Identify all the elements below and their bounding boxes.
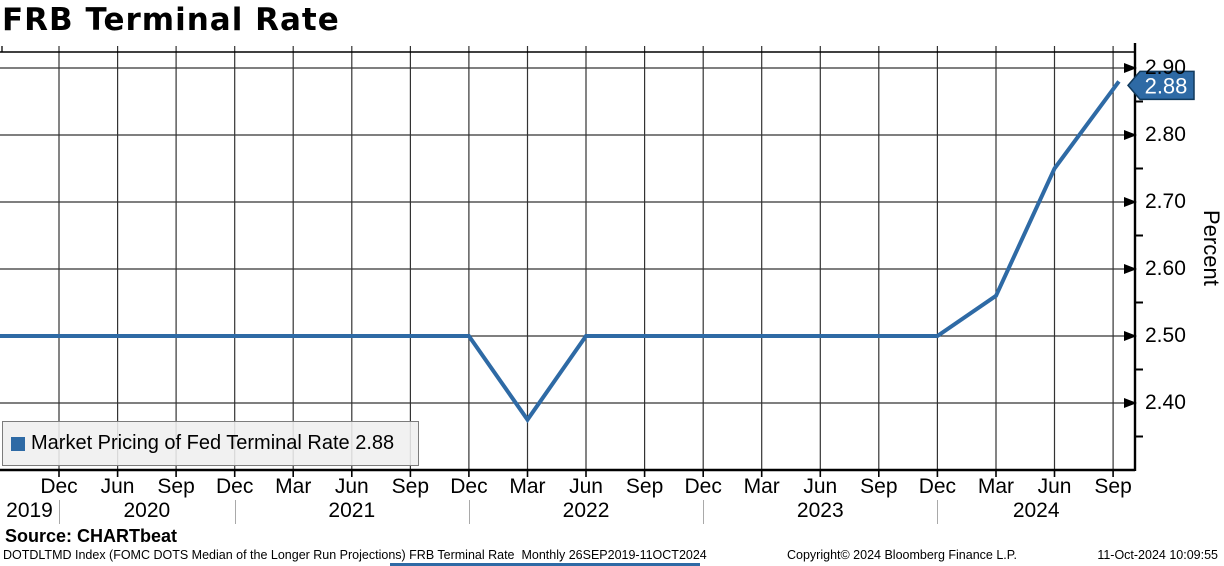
x-axis-month-label: Sep bbox=[1094, 475, 1132, 498]
x-axis-year-label: 2022 bbox=[562, 499, 610, 522]
x-axis-month-label: Jun bbox=[334, 475, 369, 498]
year-separator bbox=[234, 500, 236, 524]
x-axis-month-label: Dec bbox=[40, 475, 78, 498]
x-axis-month-label: Dec bbox=[918, 475, 957, 498]
x-axis-month-label: Mar bbox=[977, 475, 1015, 498]
y-axis-tick-label: 2.40 bbox=[1145, 391, 1186, 414]
footer-timestamp: 11-Oct-2024 10:09:55 bbox=[1097, 548, 1218, 562]
x-axis-month-label: Sep bbox=[157, 475, 195, 498]
bottom-edge-artifact bbox=[390, 563, 700, 566]
footer: DOTDLTMD Index (FOMC DOTS Median of the … bbox=[0, 548, 1224, 564]
x-axis-month-label: Sep bbox=[625, 475, 664, 498]
y-axis-title: Percent bbox=[1199, 210, 1224, 286]
x-axis-month-label: Jun bbox=[569, 475, 603, 498]
legend[interactable]: Market Pricing of Fed Terminal Rate 2.88 bbox=[2, 421, 419, 466]
y-axis-tick-label: 2.60 bbox=[1145, 257, 1186, 280]
legend-series-swatch bbox=[11, 436, 25, 451]
svg-text:2.88: 2.88 bbox=[1145, 73, 1188, 98]
chart-title: FRB Terminal Rate bbox=[2, 2, 340, 38]
footer-security-description: DOTDLTMD Index (FOMC DOTS Median of the … bbox=[3, 548, 707, 562]
x-axis-year-label: 2020 bbox=[123, 499, 171, 522]
source-line: Source: CHARTbeat bbox=[5, 526, 178, 546]
y-axis-tick-label: 2.80 bbox=[1145, 123, 1186, 146]
year-separator bbox=[937, 500, 939, 524]
year-separator bbox=[703, 500, 705, 524]
y-axis-tick-label: 2.90 bbox=[1145, 56, 1186, 79]
y-axis-tick-label: 2.70 bbox=[1145, 190, 1186, 213]
x-axis-month-label: Dec bbox=[215, 475, 254, 498]
footer-copyright: Copyright© 2024 Bloomberg Finance L.P. bbox=[787, 548, 1017, 562]
x-axis-month-label: Jun bbox=[100, 475, 135, 498]
x-axis-month-label: Jun bbox=[803, 475, 838, 498]
year-separator bbox=[59, 500, 60, 524]
x-axis-year-label: 2019 bbox=[6, 499, 53, 522]
x-axis-year-label: 2021 bbox=[328, 499, 376, 522]
year-separator bbox=[468, 500, 470, 524]
x-axis-year-label: 2024 bbox=[1012, 499, 1060, 522]
x-axis-month-label: Mar bbox=[275, 475, 312, 498]
x-axis-month-label: Dec bbox=[684, 475, 722, 498]
x-axis-month-label: Mar bbox=[509, 475, 546, 498]
x-axis-month-label: Jun bbox=[1037, 475, 1072, 498]
y-axis-tick-label: 2.50 bbox=[1145, 324, 1186, 347]
x-axis-month-label: Sep bbox=[391, 475, 430, 498]
x-axis-month-label: Dec bbox=[450, 475, 488, 498]
x-axis-month-label: Mar bbox=[743, 475, 780, 498]
x-axis-month-label: Sep bbox=[860, 475, 898, 498]
legend-series-label: Market Pricing of Fed Terminal Rate 2.88 bbox=[31, 432, 395, 454]
x-axis-year-label: 2023 bbox=[796, 499, 844, 522]
